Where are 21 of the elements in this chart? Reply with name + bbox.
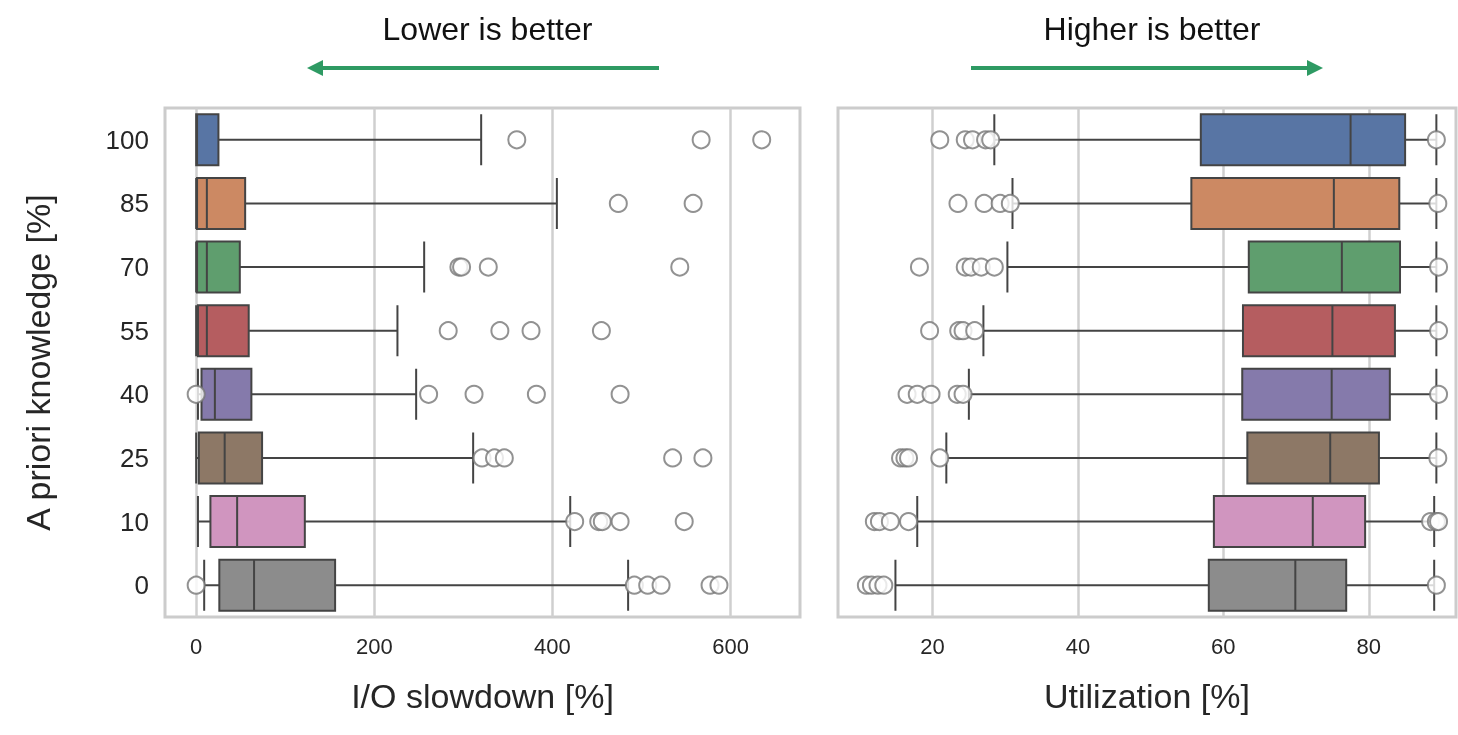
- y-tick-label: 70: [120, 252, 149, 283]
- y-tick-label: 100: [105, 124, 149, 155]
- y-tick-label: 40: [120, 379, 149, 410]
- text: Lower is better: [382, 11, 593, 47]
- x-tick-label: 80: [1356, 633, 1381, 659]
- y-tick-label: 85: [120, 188, 149, 219]
- y-axis-title: A priori knowledge [%]: [19, 194, 57, 531]
- x-axis-title: I/O slowdown [%]: [351, 677, 614, 715]
- y-tick-label: 55: [120, 315, 149, 346]
- text: Higher is better: [1043, 11, 1261, 47]
- x-tick-label: 600: [712, 633, 749, 659]
- x-axis-title: Utilization [%]: [1044, 677, 1250, 715]
- y-tick-label: 10: [120, 506, 149, 537]
- x-tick-label: 40: [1065, 633, 1091, 659]
- x-tick-label: 0: [190, 633, 203, 659]
- x-tick-label: 20: [920, 633, 945, 659]
- y-tick-label: 0: [134, 570, 149, 601]
- x-tick-label: 60: [1211, 633, 1236, 659]
- y-tick-label: 25: [120, 442, 149, 473]
- x-tick-label: 200: [355, 633, 393, 659]
- x-tick-label: 400: [534, 633, 571, 659]
